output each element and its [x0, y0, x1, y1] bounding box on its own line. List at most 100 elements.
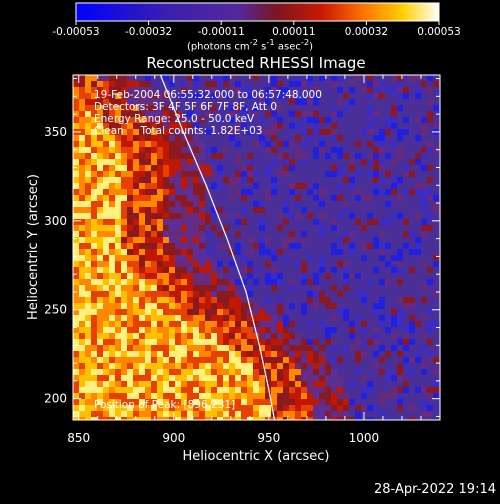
- heatmap-cell: [367, 141, 373, 147]
- heatmap-cell: [409, 117, 415, 123]
- heatmap-cell: [277, 333, 283, 339]
- heatmap-cell: [415, 399, 421, 405]
- heatmap-cell: [265, 75, 271, 81]
- heatmap-cell: [391, 303, 397, 309]
- heatmap-cell: [127, 291, 133, 297]
- heatmap-cell: [91, 201, 97, 207]
- heatmap-cell: [217, 351, 223, 357]
- heatmap-cell: [133, 237, 139, 243]
- heatmap-cell: [199, 369, 205, 375]
- heatmap-cell: [319, 273, 325, 279]
- heatmap-cell: [223, 207, 229, 213]
- heatmap-cell: [277, 219, 283, 225]
- heatmap-cell: [403, 405, 409, 411]
- heatmap-cell: [205, 351, 211, 357]
- heatmap-cell: [211, 123, 217, 129]
- heatmap-cell: [109, 369, 115, 375]
- heatmap-cell: [217, 135, 223, 141]
- heatmap-cell: [211, 357, 217, 363]
- heatmap-cell: [139, 123, 145, 129]
- heatmap-cell: [415, 201, 421, 207]
- annotation-detectors: Detectors: 3F 4F 5F 6F 7F 8F, Att 0: [94, 101, 277, 113]
- heatmap-cell: [277, 153, 283, 159]
- heatmap-cell: [415, 123, 421, 129]
- heatmap-cell: [211, 399, 217, 405]
- heatmap-cell: [391, 117, 397, 123]
- heatmap-cell: [403, 267, 409, 273]
- heatmap-cell: [391, 129, 397, 135]
- heatmap-cell: [409, 123, 415, 129]
- heatmap-cell: [271, 339, 277, 345]
- heatmap-cell: [373, 153, 379, 159]
- heatmap-cell: [307, 93, 313, 99]
- heatmap-cell: [343, 141, 349, 147]
- heatmap-cell: [331, 123, 337, 129]
- heatmap-cell: [163, 321, 169, 327]
- heatmap-cell: [385, 405, 391, 411]
- heatmap-cell: [283, 267, 289, 273]
- heatmap-cell: [313, 225, 319, 231]
- heatmap-cell: [373, 213, 379, 219]
- heatmap-cell: [199, 189, 205, 195]
- heatmap-cell: [73, 207, 79, 213]
- heatmap-cell: [361, 309, 367, 315]
- heatmap-cell: [103, 141, 109, 147]
- heatmap-cell: [409, 285, 415, 291]
- heatmap-cell: [295, 225, 301, 231]
- heatmap-cell: [289, 369, 295, 375]
- heatmap-cell: [271, 249, 277, 255]
- heatmap-cell: [325, 417, 331, 420]
- heatmap-cell: [235, 93, 241, 99]
- heatmap-cell: [121, 231, 127, 237]
- heatmap-cell: [85, 147, 91, 153]
- heatmap-cell: [307, 339, 313, 345]
- heatmap-cell: [103, 87, 109, 93]
- heatmap-cell: [169, 327, 175, 333]
- heatmap-cell: [301, 177, 307, 183]
- heatmap-cell: [349, 345, 355, 351]
- heatmap-cell: [241, 225, 247, 231]
- heatmap-cell: [361, 303, 367, 309]
- heatmap-cell: [193, 339, 199, 345]
- heatmap-cell: [367, 183, 373, 189]
- heatmap-cell: [115, 363, 121, 369]
- heatmap-cell: [109, 135, 115, 141]
- heatmap-cell: [301, 393, 307, 399]
- heatmap-cell: [229, 183, 235, 189]
- heatmap-cell: [277, 123, 283, 129]
- heatmap-cell: [145, 309, 151, 315]
- heatmap-cell: [397, 417, 403, 420]
- heatmap-cell: [265, 309, 271, 315]
- heatmap-cell: [217, 105, 223, 111]
- heatmap-cell: [403, 159, 409, 165]
- heatmap-cell: [109, 309, 115, 315]
- heatmap-cell: [205, 135, 211, 141]
- heatmap-cell: [325, 369, 331, 375]
- heatmap-cell: [343, 417, 349, 420]
- heatmap-cell: [145, 369, 151, 375]
- heatmap-cell: [73, 267, 79, 273]
- heatmap-cell: [325, 135, 331, 141]
- heatmap-cell: [133, 195, 139, 201]
- heatmap-cell: [421, 237, 427, 243]
- heatmap-cell: [313, 111, 319, 117]
- heatmap-cell: [325, 249, 331, 255]
- heatmap-cell: [247, 399, 253, 405]
- heatmap-cell: [133, 375, 139, 381]
- heatmap-cell: [277, 171, 283, 177]
- heatmap-cell: [277, 255, 283, 261]
- heatmap-cell: [259, 393, 265, 399]
- heatmap-cell: [409, 381, 415, 387]
- heatmap-cell: [373, 381, 379, 387]
- heatmap-cell: [289, 111, 295, 117]
- heatmap-cell: [193, 405, 199, 411]
- heatmap-cell: [343, 99, 349, 105]
- heatmap-cell: [421, 315, 427, 321]
- heatmap-cell: [283, 357, 289, 363]
- heatmap-cell: [301, 201, 307, 207]
- heatmap-cell: [97, 207, 103, 213]
- heatmap-cell: [409, 213, 415, 219]
- heatmap-cell: [415, 255, 421, 261]
- heatmap-cell: [403, 369, 409, 375]
- heatmap-cell: [139, 405, 145, 411]
